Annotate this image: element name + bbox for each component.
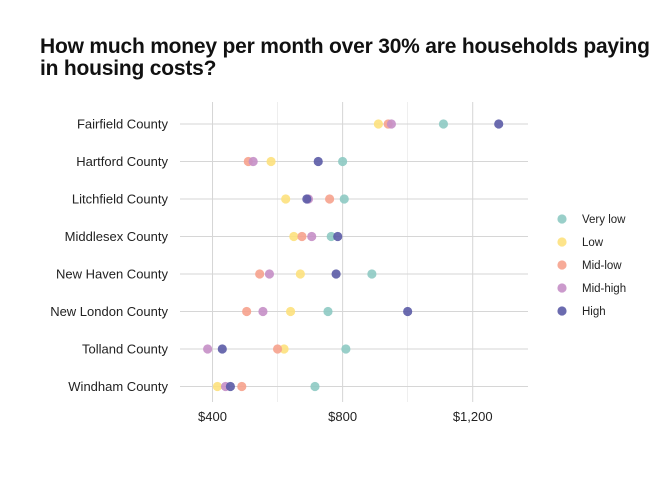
data-point: [438, 119, 449, 129]
legend-label: Very low: [582, 214, 626, 226]
data-point: [225, 381, 236, 392]
data-point: [339, 194, 349, 204]
x-tick-label: $400: [198, 409, 227, 424]
y-tick-label: Tolland County: [82, 342, 168, 357]
x-tick-label: $800: [328, 409, 357, 424]
data-point: [289, 231, 299, 242]
legend-label: Mid-high: [582, 283, 626, 295]
legend-swatch: [557, 214, 567, 224]
data-point: [248, 156, 258, 167]
data-point: [264, 269, 275, 279]
data-point: [266, 156, 276, 167]
data-point: [326, 231, 336, 242]
data-point: [331, 269, 341, 279]
data-point: [279, 344, 289, 354]
data-point: [302, 194, 312, 204]
y-tick-label: New London County: [50, 304, 168, 319]
data-point: [237, 381, 247, 392]
data-point: [272, 344, 283, 354]
grid-lines: [180, 102, 528, 402]
data-point: [281, 194, 291, 204]
data-point: [255, 269, 265, 279]
legend-swatch: [557, 306, 567, 316]
data-point: [313, 156, 323, 167]
data-point: [285, 306, 296, 317]
x-tick-label: $1,200: [453, 409, 493, 424]
data-point: [338, 156, 348, 167]
data-point: [341, 344, 351, 354]
y-tick-label: Windham County: [68, 379, 168, 394]
data-point: [217, 344, 227, 354]
data-point: [386, 119, 397, 129]
data-point: [323, 306, 333, 317]
data-point: [203, 344, 213, 354]
legend-label: Mid-low: [582, 260, 622, 272]
data-point: [212, 381, 223, 392]
x-axis-labels: $400 $800 $1,200: [198, 409, 493, 424]
y-tick-label: New Haven County: [56, 267, 168, 282]
data-point: [494, 119, 504, 129]
legend: Very low Low Mid-low Mid-high High: [557, 214, 626, 318]
legend-swatch: [557, 237, 567, 247]
data-point: [297, 231, 307, 242]
data-point: [307, 231, 317, 242]
data-point: [258, 306, 268, 317]
data-point: [333, 231, 343, 242]
legend-swatch: [557, 260, 567, 270]
y-axis-labels: Fairfield County Hartford County Litchfiel…: [50, 117, 168, 395]
data-point: [403, 306, 413, 317]
data-point: [242, 306, 252, 317]
data-points: [203, 119, 504, 392]
data-point: [295, 269, 305, 279]
legend-swatch: [557, 283, 567, 293]
legend-label: High: [582, 306, 606, 318]
legend-label: Low: [582, 237, 604, 249]
y-tick-label: Middlesex County: [65, 229, 169, 244]
y-tick-label: Litchfield County: [72, 192, 169, 207]
chart-title: How much money per month over 30% are ho…: [40, 35, 650, 80]
data-point: [325, 194, 335, 204]
data-point: [373, 119, 383, 129]
y-tick-label: Fairfield County: [77, 117, 169, 132]
y-tick-label: Hartford County: [76, 154, 168, 169]
data-point: [367, 269, 377, 279]
data-point: [310, 381, 320, 392]
